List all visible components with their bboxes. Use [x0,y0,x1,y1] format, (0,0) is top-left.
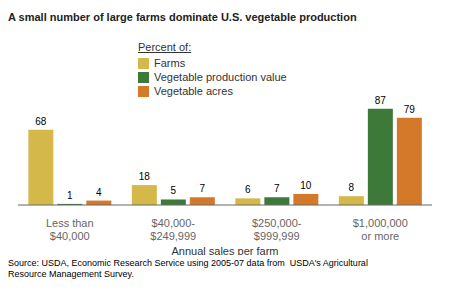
svg-text:79: 79 [404,104,416,115]
svg-text:10: 10 [300,180,312,191]
svg-text:$250,000-$999,999: $250,000-$999,999 [252,217,302,242]
svg-text:68: 68 [35,116,47,127]
svg-text:8: 8 [349,182,355,193]
html-text:Source: USDA, Economic Researc: Source: USDA, Economic Research Service … [8,258,368,279]
svg-text:7: 7 [274,183,280,194]
svg-text:87: 87 [375,95,387,106]
html-text:Percent of:: Percent of: [138,41,192,53]
html-text:Vegetable acres: Vegetable acres [154,85,233,97]
svg-text:18: 18 [139,171,151,182]
svg-text:Annual sales per farm: Annual sales per farm [172,245,279,255]
svg-text:7: 7 [200,183,206,194]
svg-text:1: 1 [67,190,73,201]
svg-text:$40,000-$249,999: $40,000-$249,999 [150,217,196,242]
svg-text:6: 6 [245,184,251,195]
svg-text:4: 4 [96,187,102,198]
svg-text:5: 5 [171,185,177,196]
svg-text:$1,000,000or more: $1,000,000or more [353,217,408,242]
html-text:Farms: Farms [154,57,186,69]
html-text:Vegetable production value: Vegetable production value [154,71,287,83]
svg-text:Less than$40,000: Less than$40,000 [46,217,94,242]
html-text:A small number of large farms: A small number of large farms dominate U… [8,11,357,23]
